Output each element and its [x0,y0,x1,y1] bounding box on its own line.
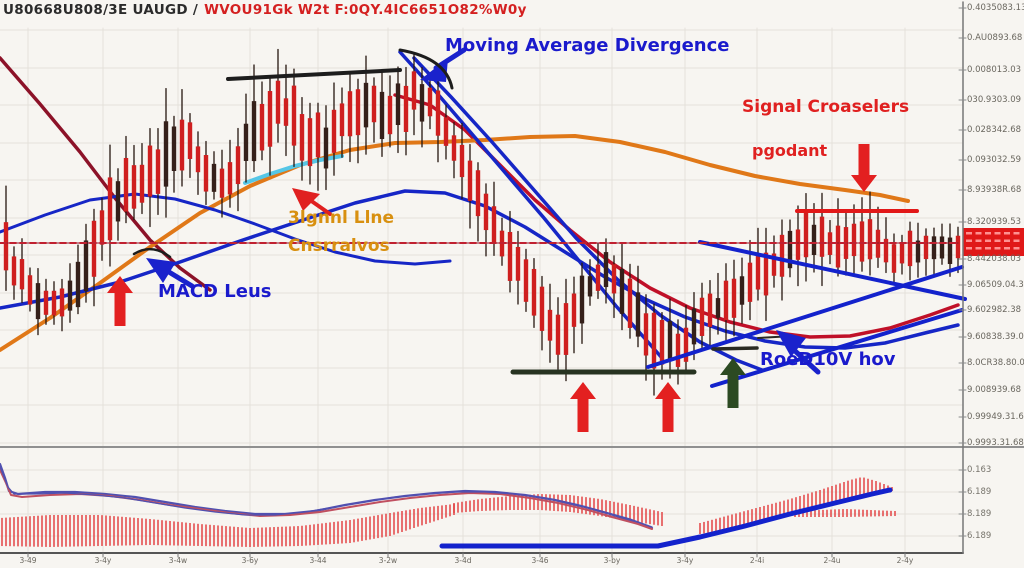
macd-axis-label: 6.189 [967,531,992,541]
y-axis-label: 8.93938R.68 [967,185,1022,195]
x-axis-label: 3-4y [94,556,112,565]
chart-title-symbol: U80668U808/3E UAUGD / [3,2,199,18]
annotation-breakout-flow: RoeD10V hov [760,349,896,370]
chart-title: U80668U808/3E UAUGD / WVOU91Gk W2t F:0QY.… [3,2,527,18]
y-axis-label: 0.99949.31.68 [967,412,1024,422]
x-axis-label: 2-4i [749,556,765,565]
macd-axis-label: 6.189 [967,487,992,497]
x-axis-label: 2-4u [823,556,841,565]
annotation-macd-levels: MACD Leus [158,281,272,302]
y-axis-label: 9.60838.39.08 [967,332,1024,342]
x-axis-label: 3-4w [168,556,188,565]
y-axis-label: 8.0CR38.80.08 [967,358,1024,368]
annotation-signal-line-2: Cnsrralvos [288,236,390,256]
x-axis-label: 3-6y [241,556,259,565]
x-axis-label: 3-by [603,556,621,565]
y-axis-label: 0.4035083.13 [967,3,1024,13]
y-axis-label: 8.320939.53 [967,217,1022,227]
y-axis-label: 0.028342.68 [967,125,1022,135]
annotation-signal-crossovers-sub: pgodant [752,141,828,160]
x-axis-label: 3-44 [309,556,327,565]
y-axis-label: 8.442038.03 [967,254,1022,264]
macd-axis-label: 0.163 [967,465,992,475]
x-axis-label: 3-4y [676,556,694,565]
y-axis-label: 0.9993.31.68 [967,438,1024,448]
x-axis-label: 3-2w [378,556,398,565]
y-axis-label: 030.9303.09 [967,95,1022,105]
y-axis-label: 0.AU0893.68 [967,33,1023,43]
x-axis-label: 3-4d [454,556,472,565]
annotation-moving-average-divergence: Moving Average Divergence [445,35,730,56]
y-axis-label: 9.06509.04.38 [967,280,1024,290]
y-axis-label: 0.008013.03 [967,65,1022,75]
y-axis-label: 9.008939.68 [967,385,1022,395]
chart-title-info: WVOU91Gk W2t F:0QY.4IC6651O82%W0y [204,2,527,18]
y-axis-label: 9.602982.38 [967,305,1022,315]
macd-axis-label: 8.189 [967,509,992,519]
annotation-signal-line-1: 3lgnnl Llne [288,208,395,228]
annotation-signal-crossovers: Signal Croaselers [742,97,910,117]
y-axis-label: 0.093032.59 [967,155,1022,165]
x-axis-label: 3-46 [531,556,549,565]
x-axis-label: 2-4y [896,556,914,565]
x-axis-label: 3-49 [19,556,37,565]
